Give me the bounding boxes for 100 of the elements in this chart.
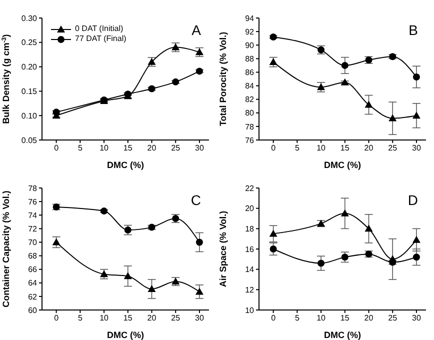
- y-tick-label: 78: [28, 184, 38, 193]
- point: [52, 238, 60, 246]
- point: [172, 78, 180, 86]
- y-tick-label: 10: [245, 306, 255, 315]
- x-axis-title: DMC (%): [324, 160, 361, 170]
- y-axis-title: Container Capacity (% Vol.): [1, 190, 11, 308]
- x-tick-label: 5: [294, 144, 300, 153]
- x-tick-label: 20: [364, 144, 374, 153]
- y-tick-label: 0.25: [21, 38, 38, 48]
- x-tick-label: 0: [54, 144, 60, 153]
- y-tick-label: 18: [245, 224, 255, 234]
- annotation: A: [192, 22, 201, 38]
- y-tick-label: 78: [245, 122, 255, 132]
- x-tick-label: 10: [316, 314, 326, 323]
- y-tick-label: 88: [245, 54, 255, 64]
- y-tick-label: 66: [28, 265, 38, 274]
- y-tick-label: 76: [28, 197, 38, 206]
- x-tick-label: 20: [147, 144, 157, 153]
- y-tick-label: 86: [245, 68, 255, 78]
- y-tick-label: 0.05: [21, 136, 38, 145]
- x-tick-label: 0: [54, 314, 60, 323]
- point: [340, 78, 349, 86]
- point: [124, 226, 132, 234]
- x-tick-label: 10: [316, 144, 326, 153]
- legend-label: 77 DAT (Final): [75, 34, 126, 44]
- x-tick-label: 0: [271, 144, 276, 153]
- x-tick-label: 5: [294, 314, 300, 323]
- y-tick-label: 70: [28, 238, 38, 248]
- point: [340, 209, 349, 216]
- point: [100, 270, 108, 278]
- y-tick-label: 16: [245, 244, 255, 254]
- x-tick-label: 15: [123, 144, 133, 153]
- point: [412, 73, 420, 80]
- x-axis-title: DMC (%): [324, 330, 361, 340]
- y-tick-label: 0.30: [21, 14, 38, 23]
- y-tick-label: 74: [28, 210, 38, 220]
- y-tick-label: 0.15: [21, 87, 38, 96]
- point: [172, 43, 180, 50]
- x-tick-label: 0: [271, 314, 276, 323]
- y-tick-label: 22: [245, 184, 255, 193]
- y-axis-title: Air Space (% Vol.): [218, 210, 228, 288]
- y-tick-label: 90: [245, 40, 255, 50]
- point: [269, 230, 278, 237]
- point: [364, 100, 373, 108]
- point: [388, 114, 397, 122]
- point: [341, 62, 348, 69]
- x-tick-label: 15: [123, 314, 133, 323]
- x-tick-label: 10: [100, 314, 110, 323]
- x-tick-label: 30: [412, 314, 422, 323]
- y-tick-label: 82: [245, 95, 255, 104]
- x-tick-label: 25: [171, 144, 181, 153]
- x-tick-label: 5: [78, 314, 83, 323]
- y-tick-label: 60: [28, 306, 38, 315]
- x-tick-label: 30: [195, 144, 204, 153]
- annotation: B: [408, 22, 418, 38]
- point: [317, 83, 326, 90]
- y-tick-label: 14: [245, 265, 255, 274]
- x-axis-title: DMC (%): [107, 330, 144, 340]
- y-tick-label: 12: [245, 286, 255, 295]
- x-tick-label: 15: [340, 144, 350, 153]
- point: [364, 224, 373, 232]
- y-tick-label: 72: [28, 224, 38, 234]
- y-tick-label: 92: [245, 27, 255, 36]
- x-tick-label: 10: [100, 144, 110, 153]
- x-tick-label: 20: [147, 314, 157, 323]
- x-tick-label: 25: [171, 314, 181, 323]
- point: [100, 208, 108, 215]
- y-tick-label: 94: [245, 14, 255, 23]
- y-tick-label: 80: [245, 108, 255, 118]
- x-tick-label: 20: [364, 314, 374, 323]
- x-tick-label: 5: [78, 144, 83, 153]
- legend-label: 0 DAT (Initial): [75, 24, 124, 34]
- point: [412, 254, 420, 261]
- x-tick-label: 25: [388, 144, 398, 153]
- annotation: C: [190, 192, 201, 208]
- x-tick-label: 30: [195, 314, 204, 323]
- point: [270, 33, 277, 40]
- y-tick-label: 68: [28, 252, 38, 261]
- y-tick-label: 20: [245, 204, 255, 214]
- y-tick-label: 0.10: [21, 111, 38, 120]
- x-tick-label: 15: [340, 314, 350, 323]
- y-tick-label: 76: [245, 136, 255, 145]
- x-tick-label: 30: [412, 144, 422, 153]
- y-tick-label: 84: [245, 82, 255, 91]
- point: [318, 260, 325, 267]
- y-axis-title: Total Porocity (% Vol.): [218, 32, 228, 126]
- point: [196, 238, 203, 246]
- y-tick-label: 0.20: [21, 62, 38, 72]
- point: [124, 272, 132, 280]
- x-axis-title: DMC (%): [107, 160, 144, 170]
- y-tick-label: 64: [28, 278, 38, 288]
- point: [196, 68, 203, 75]
- point: [195, 288, 204, 295]
- point: [269, 58, 278, 66]
- x-tick-label: 25: [388, 314, 398, 323]
- point: [148, 284, 156, 292]
- point: [270, 246, 277, 252]
- annotation: D: [408, 192, 418, 208]
- point: [412, 112, 420, 119]
- point: [412, 236, 420, 243]
